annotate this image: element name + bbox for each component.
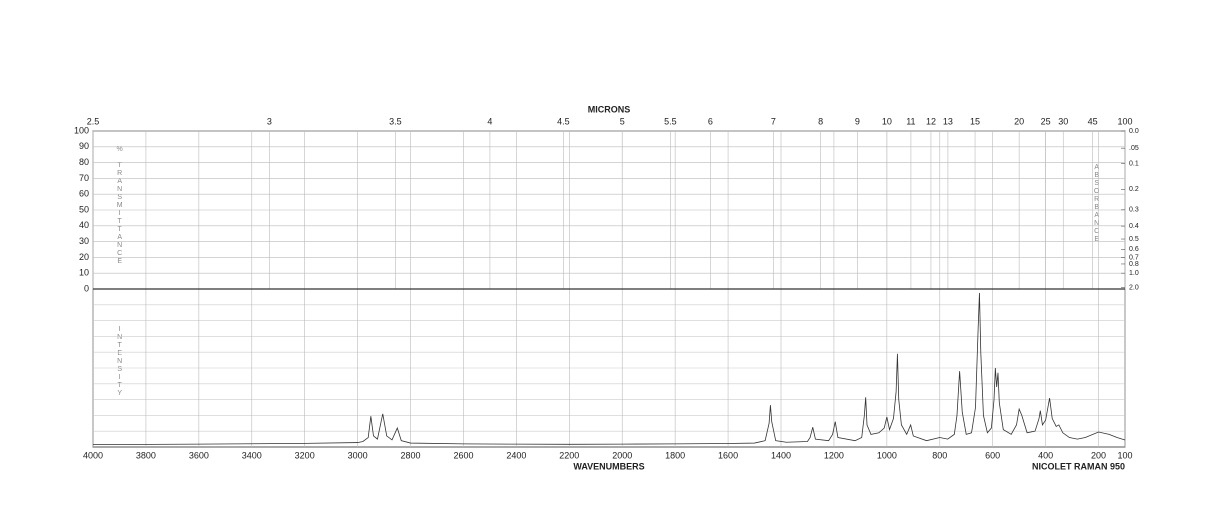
spectrum-line xyxy=(92,292,1126,446)
instrument-label: NICOLET RAMAN 950 xyxy=(1032,461,1125,471)
x2-tick-label: 45 xyxy=(1088,116,1098,126)
y-tick-label: 40 xyxy=(79,220,89,230)
y-tick-label: 0 xyxy=(84,283,89,293)
y-tick-label: 30 xyxy=(79,236,89,246)
y2-tick-label: 0.2 xyxy=(1129,186,1139,193)
x-tick-label: 3800 xyxy=(136,450,156,460)
y-tick-label: 100 xyxy=(74,125,89,135)
x-tick-label: 2200 xyxy=(559,450,579,460)
y2-tick-label: 0.0 xyxy=(1129,128,1139,135)
y2-tick-label: 1.0 xyxy=(1129,270,1139,277)
x2-tick-label: 11 xyxy=(906,116,915,126)
y2-tick-label: 2.0 xyxy=(1129,284,1139,291)
y-tick-label: 80 xyxy=(79,157,89,167)
x-tick-label: 3200 xyxy=(295,450,315,460)
x2-tick-label: 3 xyxy=(267,116,272,126)
x-tick-label: 3400 xyxy=(242,450,262,460)
x-tick-label: 4000 xyxy=(83,450,103,460)
y2-tick-label: 0.8 xyxy=(1129,261,1139,268)
x-tick-label: 2800 xyxy=(401,450,421,460)
x-tick-label: 1600 xyxy=(718,450,738,460)
y-tick-label: 10 xyxy=(79,268,89,278)
x-axis-label: WAVENUMBERS xyxy=(573,461,644,471)
x2-tick-label: 12 xyxy=(926,116,936,126)
x2-tick-label: 4.5 xyxy=(557,116,570,126)
x-tick-label: 1400 xyxy=(771,450,791,460)
y2-tick-label: 0.3 xyxy=(1129,207,1139,214)
y-tick-label: 70 xyxy=(79,173,89,183)
x2-tick-label: 4 xyxy=(487,116,492,126)
x2-tick-label: 2.5 xyxy=(87,116,100,126)
x-tick-label: 600 xyxy=(985,450,1000,460)
y2-tick-label: 0.7 xyxy=(1129,254,1139,261)
x2-tick-label: 9 xyxy=(855,116,860,126)
x-tick-label: 1800 xyxy=(665,450,685,460)
y2-axis-label: ABSORBANCE xyxy=(1093,164,1100,244)
x-tick-label: 200 xyxy=(1091,450,1106,460)
x2-tick-label: 25 xyxy=(1041,116,1051,126)
x2-tick-label: 6 xyxy=(708,116,713,126)
x2-tick-label: 10 xyxy=(882,116,892,126)
y-tick-label: 20 xyxy=(79,252,89,262)
y-axis-label: % TRANSMITTANCE xyxy=(116,146,123,266)
x2-tick-label: 3.5 xyxy=(389,116,402,126)
x-tick-label: 800 xyxy=(932,450,947,460)
y2-tick-label: 0.1 xyxy=(1129,160,1139,167)
x-tick-label: 2000 xyxy=(612,450,632,460)
y2-tick-label: .05 xyxy=(1129,145,1139,152)
x-tick-label: 3000 xyxy=(348,450,368,460)
y2-tick-label: 0.6 xyxy=(1129,246,1139,253)
y2-tick-label: 0.5 xyxy=(1129,236,1139,243)
x-tick-label: 1000 xyxy=(877,450,897,460)
x-tick-label: 400 xyxy=(1038,450,1053,460)
x-tick-label: 3600 xyxy=(189,450,209,460)
x-tick-label: 2400 xyxy=(506,450,526,460)
chart-title: MICRONS xyxy=(588,104,631,114)
x2-tick-label: 13 xyxy=(943,116,953,126)
y-tick-label: 50 xyxy=(79,204,89,214)
x-tick-label: 1200 xyxy=(824,450,844,460)
x2-tick-label: 8 xyxy=(818,116,823,126)
y-tick-label: 90 xyxy=(79,141,89,151)
x2-tick-label: 100 xyxy=(1117,116,1132,126)
x-tick-label: 100 xyxy=(1117,450,1132,460)
x2-tick-label: 7 xyxy=(771,116,776,126)
y-tick-label: 60 xyxy=(79,189,89,199)
x2-tick-label: 5.5 xyxy=(664,116,677,126)
x2-tick-label: 15 xyxy=(970,116,980,126)
x-tick-label: 2600 xyxy=(453,450,473,460)
x2-tick-label: 20 xyxy=(1014,116,1024,126)
y2-tick-label: 0.4 xyxy=(1129,223,1139,230)
intensity-label: INTENSITY xyxy=(116,326,123,398)
x2-tick-label: 30 xyxy=(1058,116,1068,126)
x2-tick-label: 5 xyxy=(620,116,625,126)
